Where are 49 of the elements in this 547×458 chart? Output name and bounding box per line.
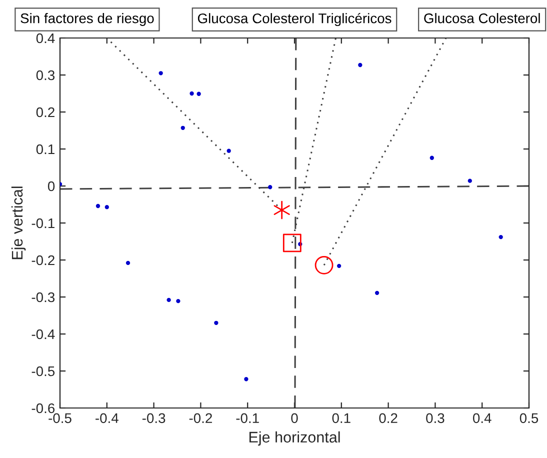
text: Glucosa Colesterol Triglicéricos xyxy=(198,12,392,26)
x-tick-label: -0.5 xyxy=(48,413,72,424)
x-tick-label: -0.3 xyxy=(142,413,166,424)
point xyxy=(176,298,180,304)
y-tick-label: -0.6 xyxy=(32,403,55,414)
x-axis-title: Eje horizontal xyxy=(249,431,340,446)
point xyxy=(226,148,231,153)
point xyxy=(336,264,342,268)
y-tick-label: 0.3 xyxy=(36,70,55,80)
y-tick-label: -0.5 xyxy=(32,366,55,376)
point xyxy=(374,290,380,296)
point xyxy=(126,260,130,266)
x-tick-label: -0.1 xyxy=(236,413,259,424)
point xyxy=(314,256,334,274)
point xyxy=(190,91,194,96)
y-tick-label: -0.1 xyxy=(32,218,54,228)
point xyxy=(282,234,302,252)
y-tick-label: 0 xyxy=(48,181,55,192)
x-tick-label: 0.5 xyxy=(520,413,538,424)
point xyxy=(196,92,201,96)
point xyxy=(468,178,472,183)
y-tick-label: 0.1 xyxy=(36,144,54,154)
y-tick-label: 0.2 xyxy=(36,107,54,118)
y-axis-title: Eje vertical xyxy=(11,186,26,260)
point xyxy=(180,126,185,130)
y-tick-label: -0.2 xyxy=(32,255,54,266)
y-tick-label: -0.3 xyxy=(32,292,55,302)
point xyxy=(96,204,100,208)
point xyxy=(166,298,171,302)
point xyxy=(104,205,109,210)
point xyxy=(244,377,248,382)
point xyxy=(158,71,163,76)
text: Glucosa Colesterol xyxy=(424,13,540,24)
point xyxy=(358,62,362,68)
point xyxy=(268,185,272,190)
x-tick-label: 0.4 xyxy=(472,413,492,424)
text: Sin factores de riesgo xyxy=(20,13,154,26)
x-tick-label: -0.4 xyxy=(96,413,118,424)
y-tick-label: 0.4 xyxy=(36,33,55,44)
x-tick-label: 0.1 xyxy=(332,413,350,424)
x-tick-label: 0.3 xyxy=(426,413,444,424)
point xyxy=(498,234,503,240)
y-tick-label: -0.4 xyxy=(32,329,55,340)
point xyxy=(214,320,218,325)
point xyxy=(274,200,290,220)
x-tick-label: 0 xyxy=(291,413,298,424)
point xyxy=(430,156,434,160)
x-tick-label: 0.2 xyxy=(379,413,398,424)
x-tick-label: -0.2 xyxy=(189,413,212,424)
